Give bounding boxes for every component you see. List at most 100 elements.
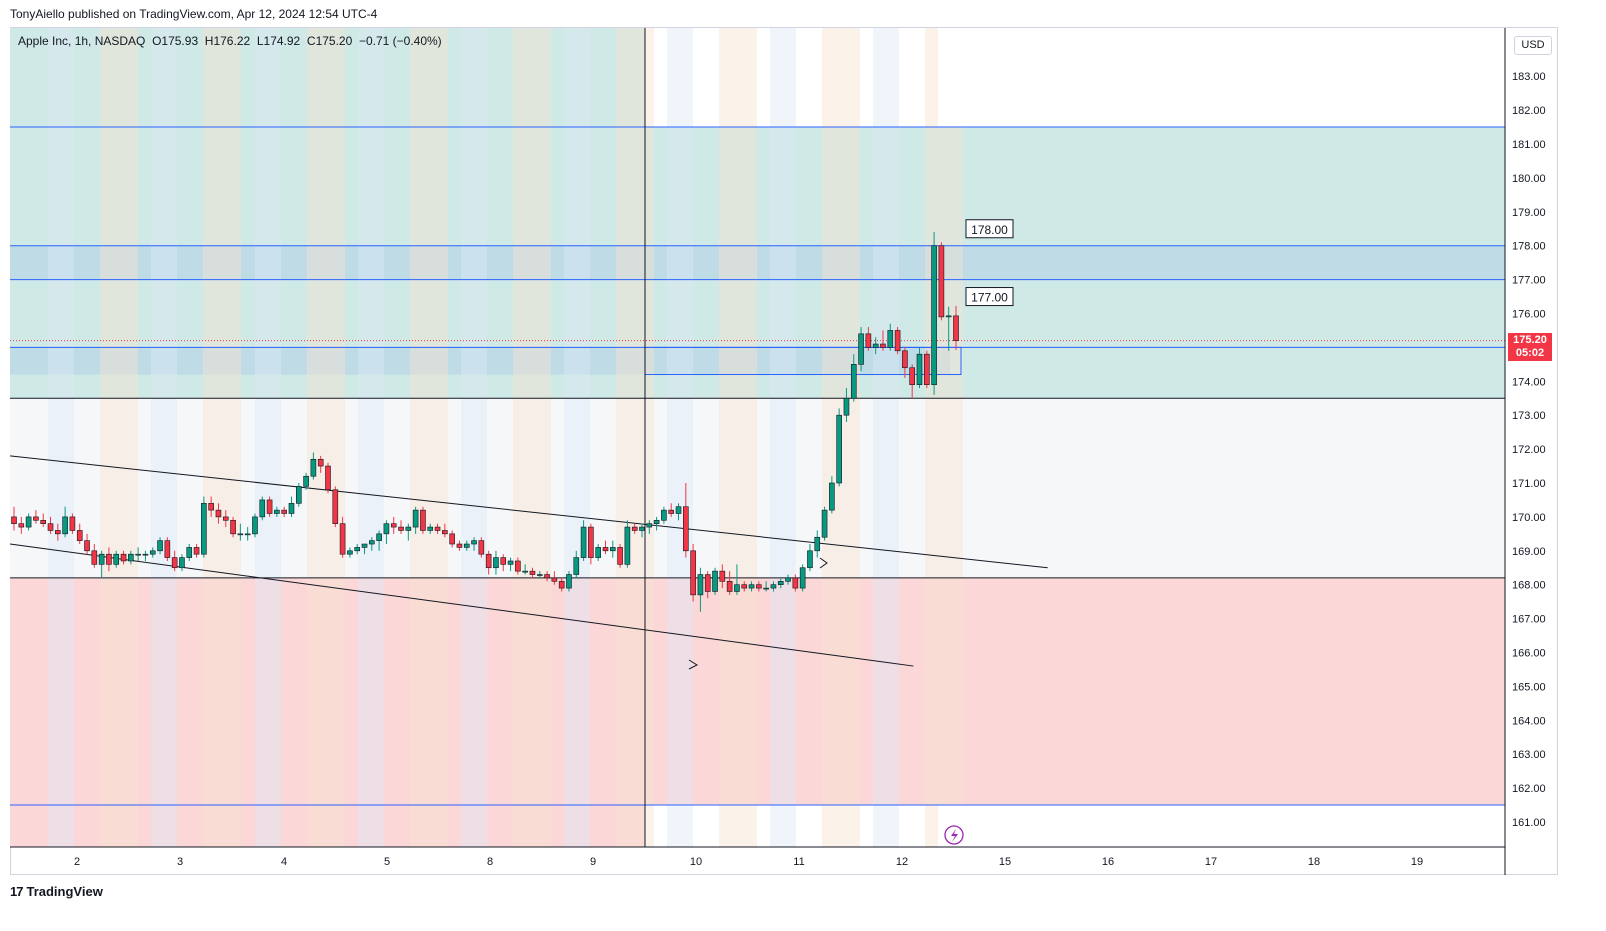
price-tick-label: 165.00 (1512, 681, 1546, 693)
price-tick-label: 183.00 (1512, 71, 1546, 83)
candle-body (55, 530, 61, 535)
time-tick-label: 19 (1411, 856, 1423, 868)
candle-body (91, 550, 98, 565)
afterhours-strip (925, 28, 963, 847)
candle (383, 520, 390, 545)
candle (98, 550, 105, 578)
candle-body (756, 584, 762, 589)
candle (149, 547, 156, 558)
blue-band-lower (10, 347, 950, 375)
candle-body (770, 584, 777, 589)
candle-body (829, 482, 835, 511)
levels-layer (10, 28, 1505, 847)
candle-body (558, 581, 565, 589)
candle-body (237, 533, 244, 536)
price-tick-label: 180.00 (1512, 173, 1546, 185)
premarket-strip (151, 28, 177, 847)
blue-band (10, 245, 1505, 280)
candle (858, 327, 864, 372)
annotations-layer: 178.00 177.00 (944, 219, 1014, 845)
candle-body (493, 557, 499, 569)
candle-body (471, 540, 477, 545)
candle-body (157, 540, 163, 552)
afterhours-strip (513, 28, 551, 847)
candle-body (259, 499, 266, 518)
candle-body (902, 350, 908, 369)
red-zone (10, 577, 1505, 806)
candle-body (11, 516, 17, 524)
afterhours-strip (307, 28, 345, 847)
candle-body (179, 557, 185, 569)
candle-body (383, 523, 390, 535)
candle (770, 581, 777, 592)
candle (208, 496, 214, 517)
candle (792, 574, 799, 592)
premarket-strip (873, 28, 899, 847)
price-tick-label: 171.00 (1512, 478, 1546, 490)
legend-high: H176.22 (204, 34, 251, 48)
candles-layer (11, 232, 959, 612)
candle (361, 543, 368, 555)
candle-body (303, 475, 309, 487)
afterhours-strip (616, 28, 654, 847)
candle (369, 537, 375, 551)
candle-body (683, 506, 689, 552)
candle-body (164, 540, 171, 558)
candle (829, 476, 835, 514)
candle-body (880, 343, 886, 348)
time-tick-label: 5 (384, 856, 390, 868)
price-tick-label: 182.00 (1512, 105, 1546, 117)
price-tick-label: 173.00 (1512, 410, 1546, 422)
candle (281, 506, 287, 517)
candle-body (777, 581, 784, 585)
candle-body (836, 414, 842, 484)
candle (515, 557, 521, 575)
candle-body (142, 553, 149, 556)
candle-body (369, 540, 375, 545)
candle-body (317, 458, 324, 467)
candle-body (98, 553, 105, 565)
candle (215, 503, 222, 524)
tradingview-logo[interactable]: 17 TradingView (10, 884, 103, 899)
candle-body (193, 547, 200, 555)
channel-lower (9, 543, 914, 667)
candle-body (872, 343, 879, 348)
candle-body (69, 516, 76, 531)
candle (675, 503, 682, 521)
afterhours-strip (719, 28, 757, 847)
candle-body (668, 509, 675, 514)
lightning-icon-bolt (951, 829, 958, 842)
candle (427, 523, 434, 534)
candle-body (529, 570, 536, 575)
candle (843, 388, 850, 422)
candle-body (551, 577, 558, 582)
candle (609, 540, 616, 558)
time-tick-label: 11 (793, 856, 804, 868)
candle (456, 540, 463, 551)
candle-body (412, 509, 419, 528)
candle (303, 472, 309, 490)
premarket-strip (358, 28, 384, 847)
candle (398, 520, 404, 534)
candle (128, 550, 134, 565)
candle-body (310, 458, 317, 477)
candle (821, 506, 828, 541)
candle (193, 544, 200, 558)
time-tick-label: 15 (999, 856, 1011, 868)
candle (295, 483, 302, 507)
candle (777, 577, 784, 589)
channel-upper (9, 455, 1048, 569)
candle-body (25, 516, 32, 528)
candle (916, 347, 923, 389)
candle-body (339, 523, 346, 555)
candle (756, 581, 762, 592)
tradingview-mark-icon: 17 (10, 884, 24, 899)
afterhours-strip (203, 28, 241, 847)
candle-body (120, 553, 127, 562)
bar-countdown: 05:02 (1515, 347, 1545, 359)
candle-body (288, 503, 295, 514)
candle-body (390, 523, 397, 528)
currency-button[interactable]: USD (1514, 36, 1552, 55)
future-blank-bottom (938, 805, 1505, 847)
